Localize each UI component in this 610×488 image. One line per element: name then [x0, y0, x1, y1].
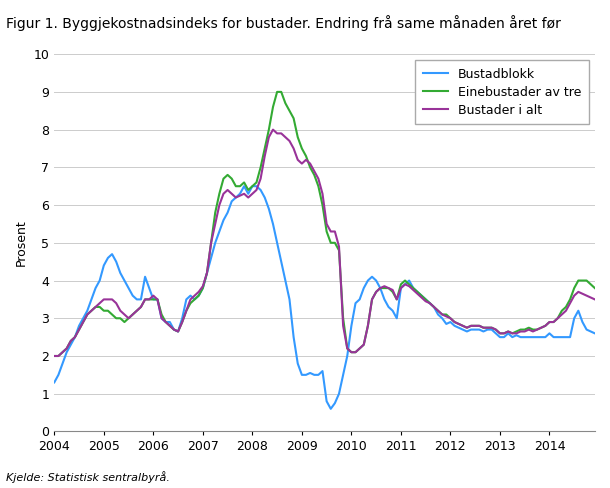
Bustader i alt [270, 127, 277, 133]
Bustader i alt [591, 297, 598, 303]
Einebustader av tre [96, 304, 103, 310]
Bustadblokk [51, 380, 58, 386]
Bustader i alt [117, 308, 124, 314]
Einebustader av tre [591, 285, 598, 291]
Einebustader av tre [232, 183, 240, 189]
Bustadblokk [232, 195, 240, 201]
Bustader i alt [96, 300, 103, 306]
Bustader i alt [51, 353, 58, 359]
Bustadblokk [216, 228, 223, 234]
Bustadblokk [497, 334, 504, 340]
Legend: Bustadblokk, Einebustader av tre, Bustader i alt: Bustadblokk, Einebustader av tre, Bustad… [415, 61, 589, 124]
Bustadblokk [96, 278, 103, 284]
Einebustader av tre [488, 325, 495, 331]
Bustadblokk [240, 183, 248, 189]
Einebustader av tre [273, 89, 281, 95]
Line: Einebustader av tre: Einebustader av tre [54, 92, 595, 356]
Line: Bustadblokk: Bustadblokk [54, 186, 595, 409]
Bustadblokk [591, 330, 598, 336]
Bustader i alt [232, 195, 240, 201]
Bustader i alt [488, 325, 495, 331]
Einebustader av tre [216, 191, 223, 197]
Einebustader av tre [117, 315, 124, 321]
Einebustader av tre [51, 353, 58, 359]
Bustadblokk [492, 330, 500, 336]
Text: Figur 1. Byggjekostnadsindeks for bustader. Endring frå same månaden året før: Figur 1. Byggjekostnadsindeks for bustad… [6, 15, 561, 31]
Text: Kjelde: Statistisk sentralbyrå.: Kjelde: Statistisk sentralbyrå. [6, 471, 170, 483]
Y-axis label: Prosent: Prosent [15, 220, 28, 266]
Bustader i alt [492, 326, 500, 332]
Bustadblokk [327, 406, 334, 412]
Bustadblokk [117, 270, 124, 276]
Einebustader av tre [492, 326, 500, 332]
Line: Bustader i alt: Bustader i alt [54, 130, 595, 356]
Bustader i alt [216, 202, 223, 208]
